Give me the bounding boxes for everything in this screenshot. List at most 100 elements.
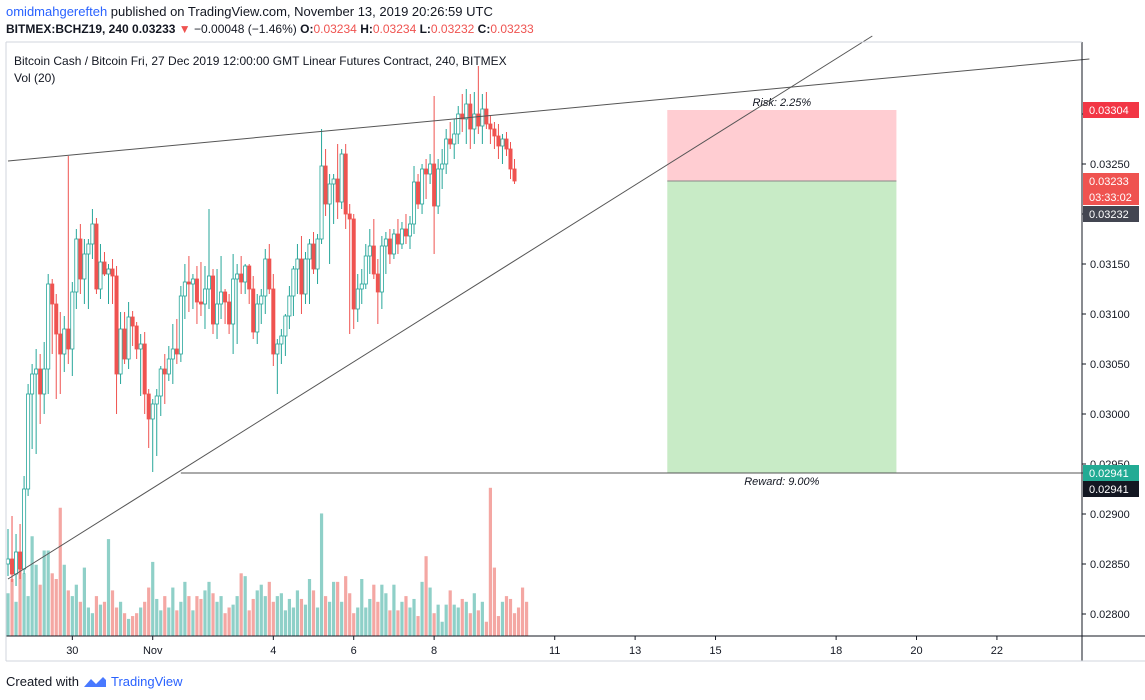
volume-bar: [432, 613, 436, 636]
candle-body: [239, 273, 244, 283]
volume-bar: [448, 590, 452, 636]
volume-bar: [348, 593, 352, 636]
candle-body: [339, 153, 344, 203]
candle-body: [468, 103, 473, 130]
volume-bar: [211, 593, 215, 636]
author-link[interactable]: omidmahgerefteh: [6, 4, 108, 19]
volume-bar: [215, 601, 219, 636]
candle-body: [30, 373, 35, 395]
candle-body: [190, 278, 195, 285]
symbol-interval: BITMEX:BCHZ19, 240: [6, 22, 129, 36]
candle-body: [126, 316, 131, 360]
candle-body: [206, 275, 211, 290]
tradingview-brand[interactable]: TradingView: [110, 674, 183, 689]
candle-body: [496, 135, 501, 147]
x-tick-label: 8: [431, 645, 437, 657]
candle-body: [102, 261, 107, 275]
high-label: H:: [360, 22, 373, 36]
candle-body: [416, 181, 421, 205]
candle-body: [403, 228, 408, 237]
volume-bar: [163, 596, 167, 636]
candle-body: [323, 165, 328, 205]
candle-body: [46, 283, 51, 370]
candle-body: [42, 368, 47, 395]
candle-body: [460, 113, 465, 120]
y-tick-label: 0.03250: [1090, 159, 1130, 171]
candle-body: [22, 488, 27, 570]
candle-body: [86, 243, 91, 255]
price-label: 0.03232: [1089, 209, 1129, 221]
volume-bar: [50, 573, 54, 636]
candle-body: [399, 228, 404, 245]
volume-bar: [352, 613, 356, 636]
candle-body: [500, 138, 505, 147]
volume-legend: Vol (20): [14, 71, 55, 85]
candle-body: [444, 138, 449, 165]
candle-body: [424, 168, 429, 175]
volume-bar: [102, 601, 107, 636]
candle-body: [154, 395, 159, 405]
candle-body: [26, 393, 31, 490]
candle-body: [198, 301, 203, 305]
volume-bar: [319, 513, 324, 636]
candle-body: [215, 303, 220, 325]
candle-body: [347, 213, 352, 220]
volume-bar: [155, 598, 159, 636]
volume-bar: [416, 616, 420, 636]
volume-bar: [135, 613, 139, 636]
volume-bar: [328, 601, 332, 636]
volume-bar: [476, 610, 480, 636]
volume-bar: [70, 596, 74, 636]
volume-bar: [456, 607, 460, 636]
candle-body: [452, 133, 457, 145]
candle-body: [251, 288, 256, 333]
volume-bar: [106, 539, 111, 636]
candle-body: [287, 295, 292, 317]
volume-bar: [110, 590, 115, 636]
candle-body: [263, 258, 268, 297]
candle-body: [50, 283, 55, 305]
x-tick-label: 13: [629, 645, 641, 657]
publish-info: omidmahgerefteh published on TradingView…: [6, 4, 493, 19]
position-zones: [667, 110, 897, 473]
published-text: published on TradingView.com, November 1…: [110, 4, 493, 19]
candles: [6, 66, 517, 586]
volume-bar: [251, 598, 255, 636]
candle-body: [18, 551, 23, 570]
volume-bar: [151, 561, 155, 636]
candle-body: [375, 273, 380, 293]
volume-bar: [444, 604, 448, 636]
volume-bar: [195, 596, 199, 636]
candle-body: [219, 291, 224, 305]
volume-bar: [46, 550, 50, 636]
volume-bar: [488, 487, 492, 636]
footer: Created with TradingView: [6, 674, 183, 689]
candle-body: [170, 348, 175, 360]
candle-body: [504, 138, 509, 150]
volume-bar: [392, 584, 396, 636]
candle-body: [82, 253, 87, 280]
candle-body: [186, 281, 191, 285]
volume-bar: [336, 581, 340, 636]
candle-body: [94, 223, 99, 290]
volume-bar: [207, 581, 211, 636]
volume-bar: [516, 607, 521, 636]
candle-body: [66, 328, 71, 350]
volume-bar: [344, 576, 348, 636]
volume-bar: [287, 598, 291, 636]
candle-body: [391, 233, 396, 255]
volume-bar: [283, 610, 287, 636]
trend-lines: [7, 35, 1090, 580]
volume-bar: [58, 507, 62, 636]
volume-bar: [54, 579, 58, 636]
candle-body: [162, 368, 167, 375]
volume-bar: [440, 621, 444, 636]
candle-body: [307, 243, 312, 260]
volume-bar: [223, 613, 227, 636]
candle-body: [428, 163, 433, 175]
volume-bars: [6, 487, 529, 636]
volume-bar: [199, 598, 203, 636]
risk-zone: [667, 110, 897, 181]
candle-body: [211, 275, 216, 325]
